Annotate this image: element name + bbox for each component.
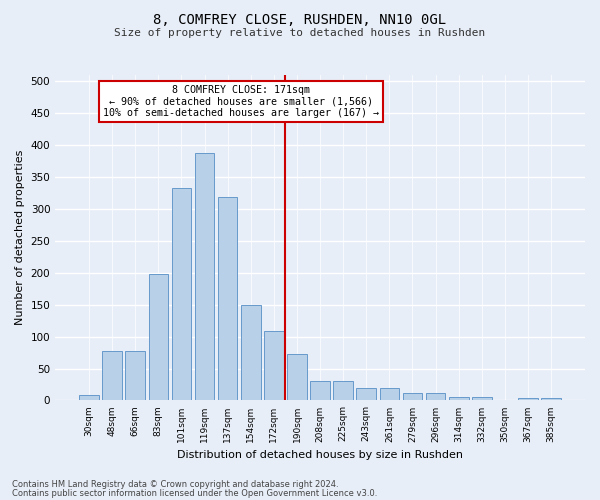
Bar: [149, 274, 168, 400]
Bar: [310, 382, 330, 400]
Bar: [241, 304, 260, 400]
Bar: [334, 382, 353, 400]
Bar: [287, 354, 307, 401]
Bar: [79, 394, 99, 400]
Bar: [125, 352, 145, 401]
Bar: [195, 153, 214, 400]
Bar: [518, 398, 538, 400]
Bar: [356, 388, 376, 400]
Bar: [380, 388, 399, 400]
Text: Contains HM Land Registry data © Crown copyright and database right 2024.: Contains HM Land Registry data © Crown c…: [12, 480, 338, 489]
Bar: [472, 397, 491, 400]
Bar: [449, 397, 469, 400]
Bar: [426, 393, 445, 400]
Y-axis label: Number of detached properties: Number of detached properties: [15, 150, 25, 326]
Bar: [103, 352, 122, 401]
Text: 8 COMFREY CLOSE: 171sqm
← 90% of detached houses are smaller (1,566)
10% of semi: 8 COMFREY CLOSE: 171sqm ← 90% of detache…: [103, 85, 379, 118]
Bar: [264, 331, 284, 400]
Text: Contains public sector information licensed under the Open Government Licence v3: Contains public sector information licen…: [12, 488, 377, 498]
Text: Size of property relative to detached houses in Rushden: Size of property relative to detached ho…: [115, 28, 485, 38]
Bar: [172, 188, 191, 400]
Bar: [541, 398, 561, 400]
Bar: [403, 393, 422, 400]
Text: 8, COMFREY CLOSE, RUSHDEN, NN10 0GL: 8, COMFREY CLOSE, RUSHDEN, NN10 0GL: [154, 12, 446, 26]
Bar: [218, 197, 238, 400]
X-axis label: Distribution of detached houses by size in Rushden: Distribution of detached houses by size …: [177, 450, 463, 460]
